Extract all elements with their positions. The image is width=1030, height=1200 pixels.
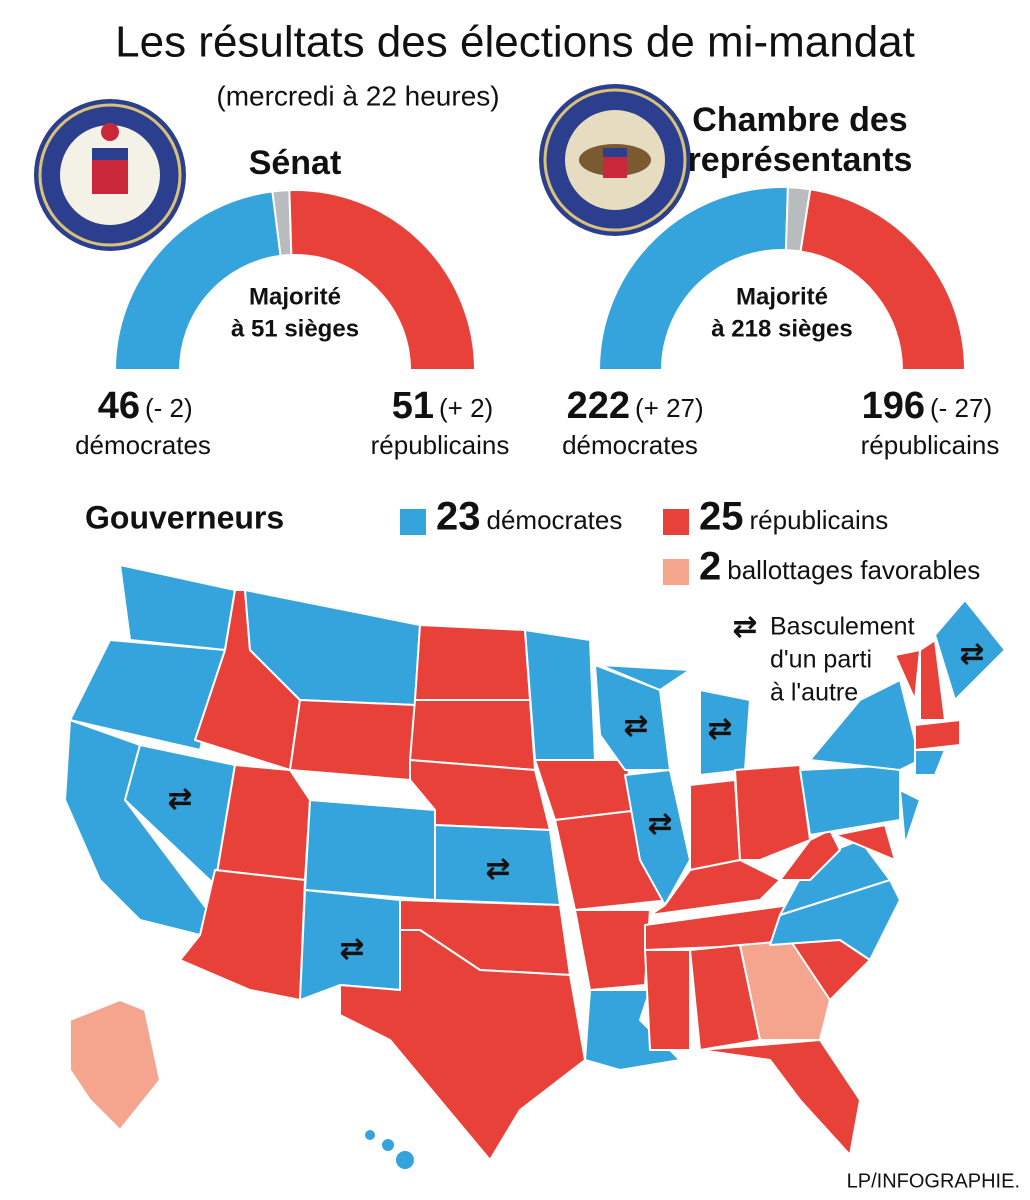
seat-change: (+ 27): [635, 393, 704, 423]
seat-count: 196: [862, 385, 925, 427]
svg-text:⇄: ⇄: [485, 852, 510, 887]
svg-text:⇄: ⇄: [623, 709, 648, 744]
seat-count: 222: [567, 385, 630, 427]
seat-change: (- 2): [145, 393, 193, 423]
legend-swatch: [400, 509, 426, 535]
donut-segment: [113, 190, 282, 371]
legend-label: démocrates: [487, 505, 623, 535]
page-subtitle: (mercredi à 22 heures): [216, 80, 499, 111]
legend-label: ballottages favorables: [727, 555, 980, 585]
chart-title: Chambre des: [692, 101, 907, 139]
majority-note: Majorité: [736, 283, 828, 310]
legend-count: 25: [699, 495, 744, 539]
donut-segment: [799, 188, 967, 371]
seat-change: (+ 2): [439, 393, 493, 423]
svg-text:⇄: ⇄: [959, 637, 984, 672]
svg-text:⇄: ⇄: [167, 782, 192, 817]
chart-title: représentants: [688, 141, 913, 179]
majority-note: Majorité: [249, 283, 341, 310]
senate-seal: [34, 99, 186, 251]
legend-swatch: [663, 559, 689, 585]
legend-swatch: [663, 509, 689, 535]
party-label: démocrates: [75, 430, 211, 460]
half-donut-charts: Sénat Majorité à 51 sièges 46 (- 2) démocrate…: [75, 101, 999, 460]
legend-count: 2: [699, 545, 721, 589]
svg-text:⇄: ⇄: [647, 807, 672, 842]
donut-segment: [597, 186, 789, 371]
house-seal: [539, 84, 691, 236]
governors-title: Gouverneurs: [85, 499, 284, 535]
us-map: [64, 564, 1006, 1169]
flip-arrows: ⇄ ⇄ ⇄ ⇄ ⇄ ⇄ ⇄ ⇄: [167, 610, 984, 967]
svg-text:⇄: ⇄: [732, 610, 757, 645]
chart-title: Sénat: [249, 144, 342, 182]
party-label: démocrates: [562, 430, 698, 460]
party-label: républicains: [371, 430, 510, 460]
majority-note: à 51 sièges: [231, 315, 359, 342]
flip-note-line: d'un parti: [770, 646, 872, 674]
party-label: républicains: [861, 430, 1000, 460]
seat-count: 51: [392, 385, 434, 427]
flip-note-line: à l'autre: [770, 679, 858, 707]
flip-note-line: Basculement: [770, 613, 915, 641]
flip-note: Basculement d'un parti à l'autre: [770, 613, 915, 707]
governors-legend: 23 démocrates 25 républicains 2 ballottages f…: [400, 495, 980, 589]
legend-label: républicains: [750, 505, 889, 535]
legend-count: 23: [436, 495, 481, 539]
seat-change: (- 27): [930, 393, 992, 423]
svg-text:⇄: ⇄: [339, 932, 364, 967]
donut-segment: [288, 189, 477, 371]
svg-text:⇄: ⇄: [707, 712, 732, 747]
page-title: Les résultats des élections de mi-mandat: [115, 18, 915, 67]
credit: LP/INFOGRAPHIE.: [847, 1170, 1020, 1192]
majority-note: à 218 sièges: [711, 315, 852, 342]
seat-count: 46: [98, 385, 140, 427]
